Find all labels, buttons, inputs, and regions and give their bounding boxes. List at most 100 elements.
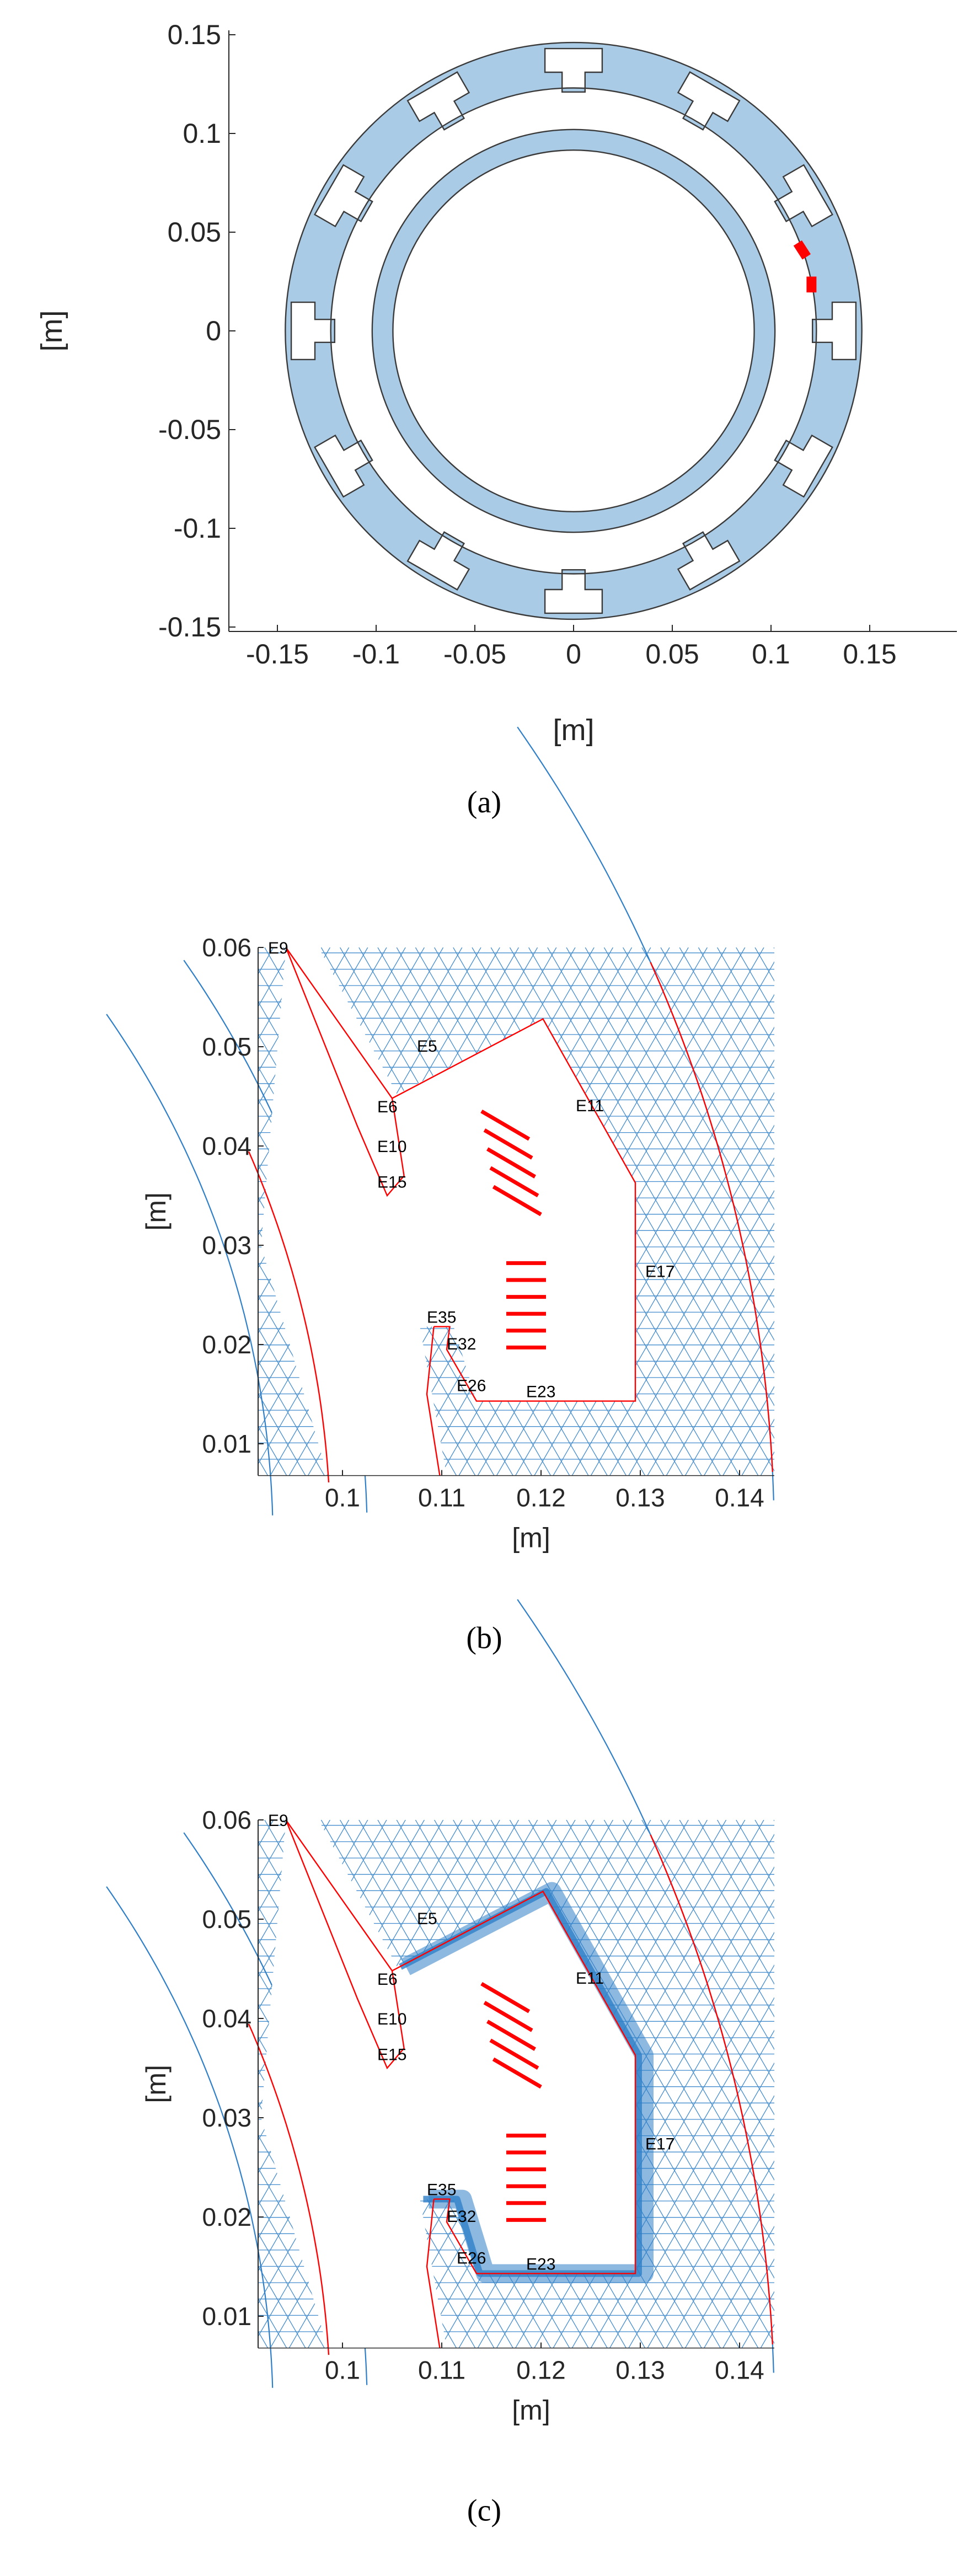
x-axis-label: [m] — [553, 714, 595, 747]
y-tick-label: 0.02 — [202, 1330, 251, 1359]
x-tick-label: 0 — [566, 639, 581, 670]
coil-bar — [480, 1109, 531, 1141]
boundary-edges — [248, 1819, 773, 2355]
y-tick-label: -0.15 — [158, 612, 221, 642]
y-tick-label: 0 — [206, 315, 221, 346]
coil-bar — [492, 2057, 542, 2089]
x-tick-label: 0.12 — [516, 1484, 566, 1512]
coil-bar — [489, 2038, 539, 2070]
y-tick-label: 0.01 — [202, 1429, 251, 1458]
y-tick-label: 0.01 — [202, 2302, 251, 2331]
edge-label: E15 — [377, 1174, 406, 1192]
x-tick-label: 0.05 — [645, 639, 699, 670]
y-axis-label: [m] — [141, 2065, 172, 2103]
coil-bars — [480, 1109, 546, 1349]
y-tick-label: 0.03 — [202, 1231, 251, 1260]
x-tick-label: 0.11 — [418, 1484, 465, 1512]
x-tick-label: 0.12 — [516, 2356, 566, 2385]
x-tick-label: -0.1 — [352, 639, 400, 670]
edge-label: E5 — [417, 1910, 437, 1928]
slot-boundary — [285, 947, 636, 1402]
x-tick-label: 0.11 — [418, 2356, 465, 2385]
coil-bar — [486, 2020, 536, 2051]
edge-label: E23 — [526, 2255, 555, 2273]
triangle-mesh — [258, 1820, 774, 2348]
rotor-ring — [371, 128, 776, 533]
edge-labels: E9 E5 E6 E11 E10 E15 E17 E35 E32 E26 E23 — [268, 1812, 674, 2274]
y-tick-label: -0.05 — [158, 414, 221, 445]
edge-label: E23 — [526, 1383, 555, 1401]
panel-c: E9 E5 E6 E11 E10 E15 E17 E35 E32 E26 E23 0.06 0.05 0.… — [106, 1599, 774, 2528]
y-axis-label: [m] — [35, 310, 68, 352]
y-tick-label: 0.15 — [168, 19, 221, 50]
coil-bar — [489, 1166, 539, 1198]
edge-label: E5 — [417, 1037, 437, 1056]
edge-label: E11 — [576, 1969, 604, 1988]
x-tick-label: 0.1 — [325, 1484, 360, 1512]
edge-label: E11 — [576, 1097, 604, 1115]
x-tick-label: 0.14 — [715, 2356, 764, 2385]
outer-boundary — [650, 1834, 773, 2344]
panel-b: E9 E5 E6 E11 E10 E15 E17 E35 E32 E26 E23 0.06 0.05 0.… — [106, 726, 774, 1656]
y-tick-label: 0.04 — [202, 2004, 251, 2033]
edge-label: E35 — [427, 1308, 456, 1326]
y-tick-label: 0.04 — [202, 1132, 251, 1160]
y-tick-label: 0.03 — [202, 2103, 251, 2132]
panel-a: 0.15 0.1 0.05 0 -0.05 -0.1 -0.15 -0.15 -0.1 -0.05… — [35, 19, 957, 820]
edge-label: E17 — [645, 1263, 674, 1281]
edge-label: E9 — [268, 1812, 288, 1830]
x-tick-label: 0.13 — [615, 2356, 665, 2385]
edge-label: E6 — [377, 1098, 398, 1116]
edge-label: E26 — [457, 1377, 486, 1395]
y-axis-label: [m] — [141, 1192, 172, 1230]
edge-label: E9 — [268, 939, 288, 957]
edge-label: E17 — [645, 2135, 674, 2154]
y-tick-label: 0.02 — [202, 2203, 251, 2231]
edge-label: E6 — [377, 1970, 398, 1989]
tip-boundary — [285, 1819, 405, 2070]
boundary-edges — [248, 947, 773, 1483]
y-tick-label: 0.05 — [168, 217, 221, 248]
edge-label: E32 — [447, 1335, 476, 1353]
caption-b: (b) — [466, 1621, 502, 1656]
slot-boundary — [285, 1819, 636, 2274]
gap-boundary — [248, 1151, 330, 1483]
y-tick-label: 0.05 — [202, 1905, 251, 1934]
stator-core — [285, 42, 863, 620]
x-axis-label: [m] — [512, 2395, 550, 2426]
edge-label: E10 — [377, 1138, 406, 1156]
x-tick-label: 0.1 — [752, 639, 790, 670]
edge-label: E26 — [457, 2250, 486, 2268]
y-tick-label: -0.1 — [174, 513, 221, 544]
tooth-boundary — [426, 1326, 441, 1476]
x-tick-label: 0.1 — [325, 2356, 360, 2385]
coil-bar — [483, 2001, 533, 2032]
coil-side — [793, 240, 811, 260]
y-tick-label: 0.06 — [202, 933, 251, 962]
caption-a: (a) — [467, 785, 501, 820]
outer-boundary — [650, 962, 773, 1472]
x-tick-label: -0.05 — [443, 639, 506, 670]
x-tick-label: 0.15 — [843, 639, 896, 670]
edge-label: E10 — [377, 2010, 406, 2028]
x-tick-label: 0.13 — [615, 1484, 665, 1512]
edge-label: E15 — [377, 2046, 406, 2064]
tip-boundary — [285, 947, 405, 1197]
tooth-boundary — [426, 2199, 441, 2348]
coil-bar — [483, 1128, 533, 1160]
x-axis-label: [m] — [512, 1523, 550, 1554]
coil-bars — [480, 1981, 546, 2222]
gap-boundary — [248, 2023, 330, 2355]
edge-label: E32 — [447, 2208, 476, 2226]
coil-bar — [492, 1185, 542, 1217]
x-tick-label: -0.15 — [246, 639, 309, 670]
y-tick-label: 0.05 — [202, 1032, 251, 1061]
edge-label: E35 — [427, 2181, 456, 2199]
y-tick-label: 0.1 — [183, 118, 221, 149]
coil-bar — [486, 1147, 536, 1179]
triangle-mesh — [258, 947, 774, 1476]
y-tick-label: 0.06 — [202, 1806, 251, 1834]
coil-bar — [480, 1981, 531, 2013]
x-tick-label: 0.14 — [715, 1484, 764, 1512]
